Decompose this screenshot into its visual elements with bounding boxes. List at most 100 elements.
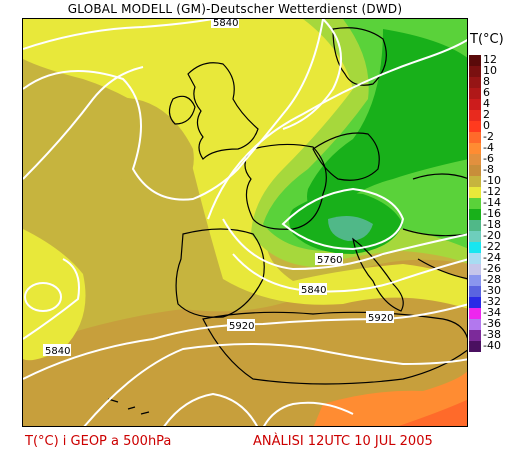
temp-fill-cold-core	[328, 215, 373, 241]
legend-item: -2	[469, 130, 517, 143]
contour-line	[83, 343, 467, 426]
legend-item: -24	[469, 251, 517, 264]
legend-swatch	[469, 308, 481, 319]
scandinavia-outline	[332, 27, 387, 86]
legend-label: -8	[483, 163, 494, 176]
legend-title: T(°C)	[470, 32, 504, 47]
legend-swatch	[469, 330, 481, 341]
legend-label: 6	[483, 86, 490, 99]
contour-label-5840-top: 5840	[213, 19, 238, 29]
legend-swatch	[469, 297, 481, 308]
contour-label-5920-b: 5920	[368, 313, 393, 324]
legend-swatch	[469, 99, 481, 110]
legend-label: 4	[483, 97, 490, 110]
legend-swatch	[469, 242, 481, 253]
legend-item: -40	[469, 340, 517, 352]
contour-label-5760: 5760	[317, 255, 342, 266]
legend-swatch	[469, 319, 481, 330]
legend-swatch	[469, 275, 481, 286]
temperature-legend: 12 10 8 6 4 2 0 -2 -4 -6 -8 -10 -12 -14 -16 -18 -20 -22 -2…	[469, 53, 517, 352]
legend-swatch	[469, 143, 481, 154]
france-outline	[244, 143, 327, 230]
contour-line	[282, 19, 342, 130]
legend-item: -8	[469, 163, 517, 176]
contour-label-5840-left: 5840	[45, 346, 70, 357]
legend-swatch	[469, 209, 481, 220]
north-africa-outline	[202, 311, 467, 385]
legend-label: -34	[483, 306, 501, 319]
contour-label-bg	[211, 19, 239, 28]
legend-item: -20	[469, 230, 517, 242]
legend-item: 12	[469, 53, 517, 66]
legend-item: -28	[469, 273, 517, 286]
coastlines	[107, 27, 467, 415]
legend-label: -38	[483, 328, 501, 341]
legend-item: -14	[469, 196, 517, 209]
contour-labels: 5840 5760 5840 5920 5920 5840	[43, 19, 394, 357]
geopotential-contours	[23, 19, 467, 426]
contour-line	[23, 19, 324, 201]
legend-item: 4	[469, 97, 517, 110]
legend-item: -4	[469, 142, 517, 154]
legend-swatch	[469, 77, 481, 88]
legend-label: 10	[483, 64, 497, 77]
legend-label: -14	[483, 196, 501, 209]
ireland-outline	[168, 95, 196, 125]
legend-swatch	[469, 187, 481, 198]
contour-line	[23, 66, 144, 180]
legend-swatch	[469, 165, 481, 176]
legend-label: -6	[483, 152, 494, 165]
contour-label-5840-mid: 5840	[301, 285, 326, 296]
legend-swatch	[469, 231, 481, 242]
legend-label: 2	[483, 108, 490, 121]
legend-label: 8	[483, 75, 490, 88]
contour-line	[23, 258, 80, 340]
legend-item: 6	[469, 86, 517, 99]
legend-item: -12	[469, 185, 517, 198]
contour-line	[263, 401, 354, 426]
legend-swatch	[469, 132, 481, 143]
legend-item: -16	[469, 208, 517, 220]
legend-item: -30	[469, 284, 517, 297]
legend-label: -30	[483, 284, 501, 297]
legend-label: -12	[483, 185, 501, 198]
contour-line	[232, 253, 467, 293]
legend-swatch	[469, 341, 481, 352]
legend-item: -36	[469, 318, 517, 330]
contour-line	[222, 218, 467, 271]
legend-label: -26	[483, 262, 501, 275]
temp-fill-dark-green-north	[307, 29, 467, 219]
legend-label: -22	[483, 240, 501, 253]
contour-line	[207, 39, 467, 220]
legend-swatch	[469, 286, 481, 297]
contour-label-bg	[227, 319, 255, 331]
temp-fill-yellow-north	[23, 19, 338, 169]
contour-line	[163, 392, 258, 426]
legend-label: -18	[483, 218, 501, 231]
iberia-outline	[175, 228, 265, 318]
legend-label: -28	[483, 273, 501, 286]
legend-item: 0	[469, 119, 517, 132]
temp-fill-warm-southeast	[313, 371, 467, 426]
legend-swatch	[469, 220, 481, 231]
contour-label-bg	[299, 283, 327, 295]
footer-analysis-time: ANÀLISI 12UTC 10 JUL 2005	[253, 434, 433, 449]
legend-swatch	[469, 264, 481, 275]
weather-map: 5840 5760 5840 5920 5920 5840	[22, 18, 468, 427]
legend-label: 0	[483, 119, 490, 132]
legend-swatch	[469, 198, 481, 209]
legend-item: -18	[469, 218, 517, 231]
legend-label: -24	[483, 251, 501, 264]
temp-fill-atlantic-band	[101, 97, 194, 195]
legend-swatch	[469, 88, 481, 99]
legend-item: -32	[469, 296, 517, 308]
contour-line	[23, 19, 214, 50]
legend-label: -2	[483, 130, 494, 143]
legend-item: 2	[469, 108, 517, 121]
legend-item: -10	[469, 175, 517, 187]
legend-label: 12	[483, 53, 497, 66]
map-canvas: 5840 5760 5840 5920 5920 5840	[23, 19, 467, 426]
legend-item: 10	[469, 64, 517, 77]
contour-label-bg	[43, 344, 71, 356]
map-title: GLOBAL MODELL (GM)-Deutscher Wetterdiens…	[67, 2, 403, 16]
